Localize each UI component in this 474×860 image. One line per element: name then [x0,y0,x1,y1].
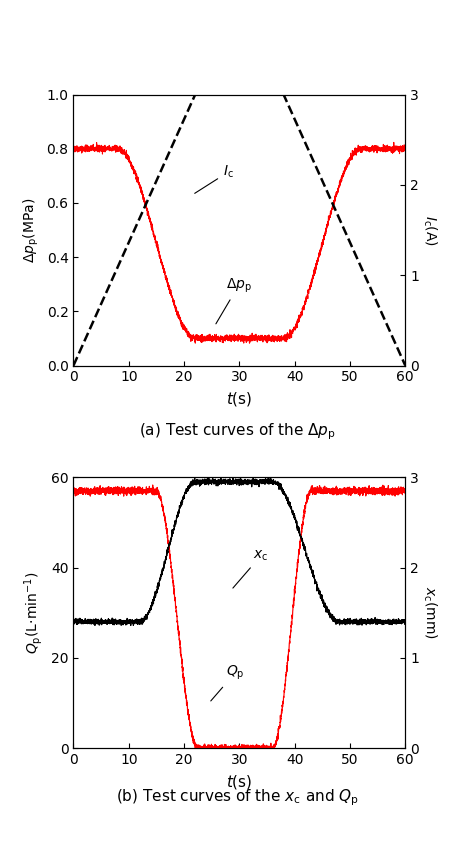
Y-axis label: $I_{\mathrm{c}}$(A): $I_{\mathrm{c}}$(A) [421,215,438,245]
Text: $Q_{\mathrm{p}}$: $Q_{\mathrm{p}}$ [211,664,244,701]
X-axis label: $t$(s): $t$(s) [226,390,253,408]
Text: (b) Test curves of the $x_{\mathrm{c}}$ and $Q_{\mathrm{p}}$: (b) Test curves of the $x_{\mathrm{c}}$ … [116,787,358,808]
Text: $\Delta p_{\mathrm{p}}$: $\Delta p_{\mathrm{p}}$ [216,276,252,324]
Text: $x_{\mathrm{c}}$: $x_{\mathrm{c}}$ [233,549,268,588]
Y-axis label: $\Delta p_{\mathrm{p}}$(MPa): $\Delta p_{\mathrm{p}}$(MPa) [22,198,41,262]
Text: (a) Test curves of the $\Delta p_{\mathrm{p}}$: (a) Test curves of the $\Delta p_{\mathr… [138,421,336,442]
Y-axis label: $Q_{\mathrm{p}}$(L$\cdot$min$^{-1}$): $Q_{\mathrm{p}}$(L$\cdot$min$^{-1}$) [23,572,46,654]
X-axis label: $t$(s): $t$(s) [226,772,253,790]
Y-axis label: $x_{\mathrm{c}}$(mm): $x_{\mathrm{c}}$(mm) [421,587,438,639]
Text: $I_{\mathrm{c}}$: $I_{\mathrm{c}}$ [195,164,234,194]
